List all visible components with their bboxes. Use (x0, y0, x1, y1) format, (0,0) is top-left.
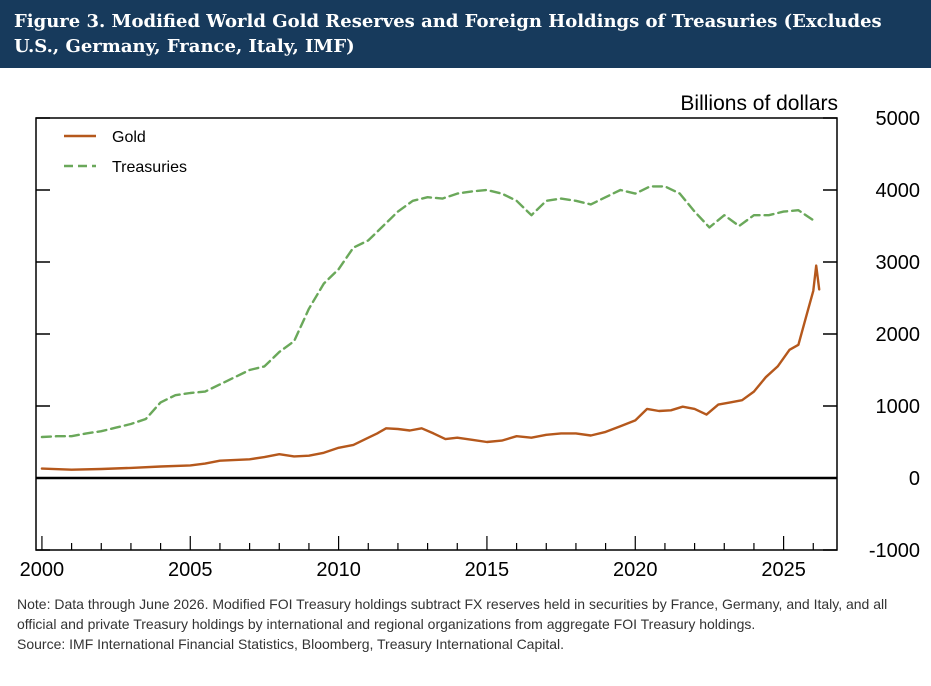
y-tick-label: 0 (909, 468, 920, 490)
y-tick-label: 4000 (876, 180, 921, 202)
legend-label-treasuries: Treasuries (112, 159, 187, 176)
figure-header: Figure 3. Modified World Gold Reserves a… (0, 0, 931, 68)
series-line-gold (40, 264, 821, 471)
y-tick-label: 2000 (876, 324, 921, 346)
figure-title: Figure 3. Modified World Gold Reserves a… (14, 11, 882, 57)
x-tick-label: 2005 (168, 559, 213, 581)
chart: -1000 0 1000 2000 3000 4000 5000 2000 2005 2010 20… (20, 92, 921, 581)
series-line-treasuries (40, 185, 815, 439)
x-tick-label: 2020 (613, 559, 658, 581)
y-axis-label: Billions of dollars (680, 92, 838, 115)
y-tick-label: 3000 (876, 252, 921, 274)
x-tick-label: 2010 (316, 559, 361, 581)
y-tick-label: 5000 (876, 108, 921, 130)
legend-label-gold: Gold (112, 129, 146, 146)
note-text: Note: Data through June 2026. Modified F… (17, 596, 888, 632)
y-tick-label: 1000 (876, 396, 921, 418)
x-tick-label: 2025 (761, 559, 806, 581)
figure-note: Note: Data through June 2026. Modified F… (17, 594, 917, 654)
plot-frame (35, 117, 838, 551)
x-tick-label: 2015 (465, 559, 510, 581)
source-text: Source: IMF International Financial Stat… (17, 636, 565, 652)
x-tick-label: 2000 (20, 559, 65, 581)
y-tick-label: -1000 (869, 540, 920, 562)
